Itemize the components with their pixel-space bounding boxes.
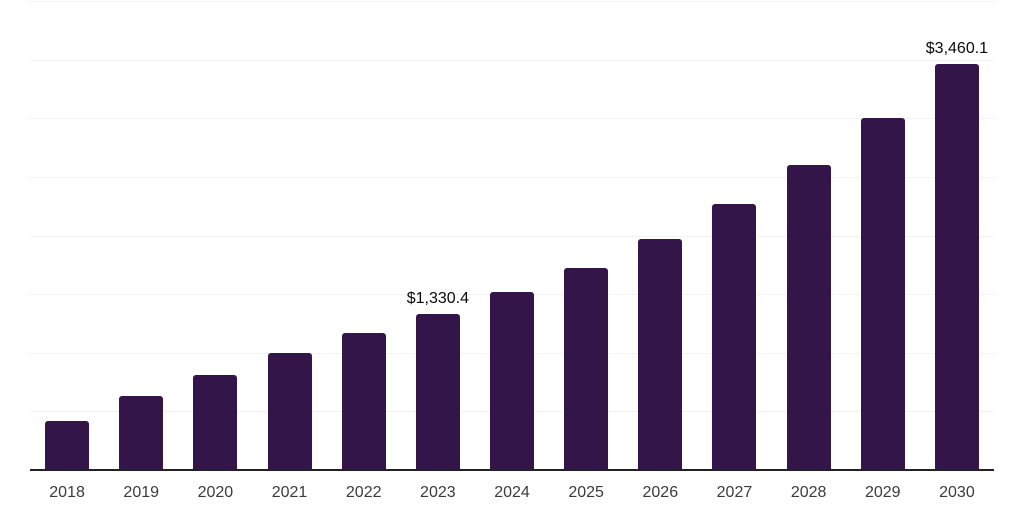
bar-2021 (267, 353, 312, 470)
x-tick-label-2018: 2018 (49, 484, 85, 501)
x-tick-label-2023: 2023 (420, 484, 456, 501)
value-label-2030: $3,460.1 (925, 40, 989, 58)
bar-2029 (860, 118, 905, 470)
value-label-2023: $1,330.4 (406, 290, 469, 307)
bar-2018 (45, 421, 90, 470)
bar-2022 (341, 332, 386, 470)
bar-2019 (119, 396, 164, 470)
x-tick-label-2026: 2026 (642, 484, 679, 501)
x-tick-label-2019: 2019 (123, 484, 160, 501)
gridline-3000 (30, 118, 994, 120)
bar-2025 (564, 267, 609, 470)
x-tick-label-2020: 2020 (197, 484, 234, 501)
x-tick-label-2029: 2029 (864, 484, 901, 501)
x-tick-label-2024: 2024 (494, 484, 530, 501)
bar-2030 (934, 64, 979, 470)
x-tick-label-2027: 2027 (716, 484, 753, 501)
x-axis-line (30, 469, 994, 471)
bar-2027 (712, 204, 757, 470)
bar-2026 (638, 239, 683, 470)
gridline-2500 (30, 176, 994, 178)
x-tick-label-2021: 2021 (271, 484, 308, 501)
x-tick-label-2030: 2030 (939, 484, 975, 501)
bar-2023 (415, 314, 460, 470)
gridline-2000 (30, 235, 994, 237)
x-tick-label-2028: 2028 (790, 484, 827, 501)
gridline-3500 (30, 59, 994, 61)
x-tick-label-2022: 2022 (345, 484, 382, 501)
bar-2028 (786, 164, 831, 470)
bar-2020 (193, 375, 238, 470)
x-tick-label-2025: 2025 (568, 484, 604, 501)
bar-2024 (490, 292, 534, 470)
gridline-4000 (30, 1, 994, 2)
